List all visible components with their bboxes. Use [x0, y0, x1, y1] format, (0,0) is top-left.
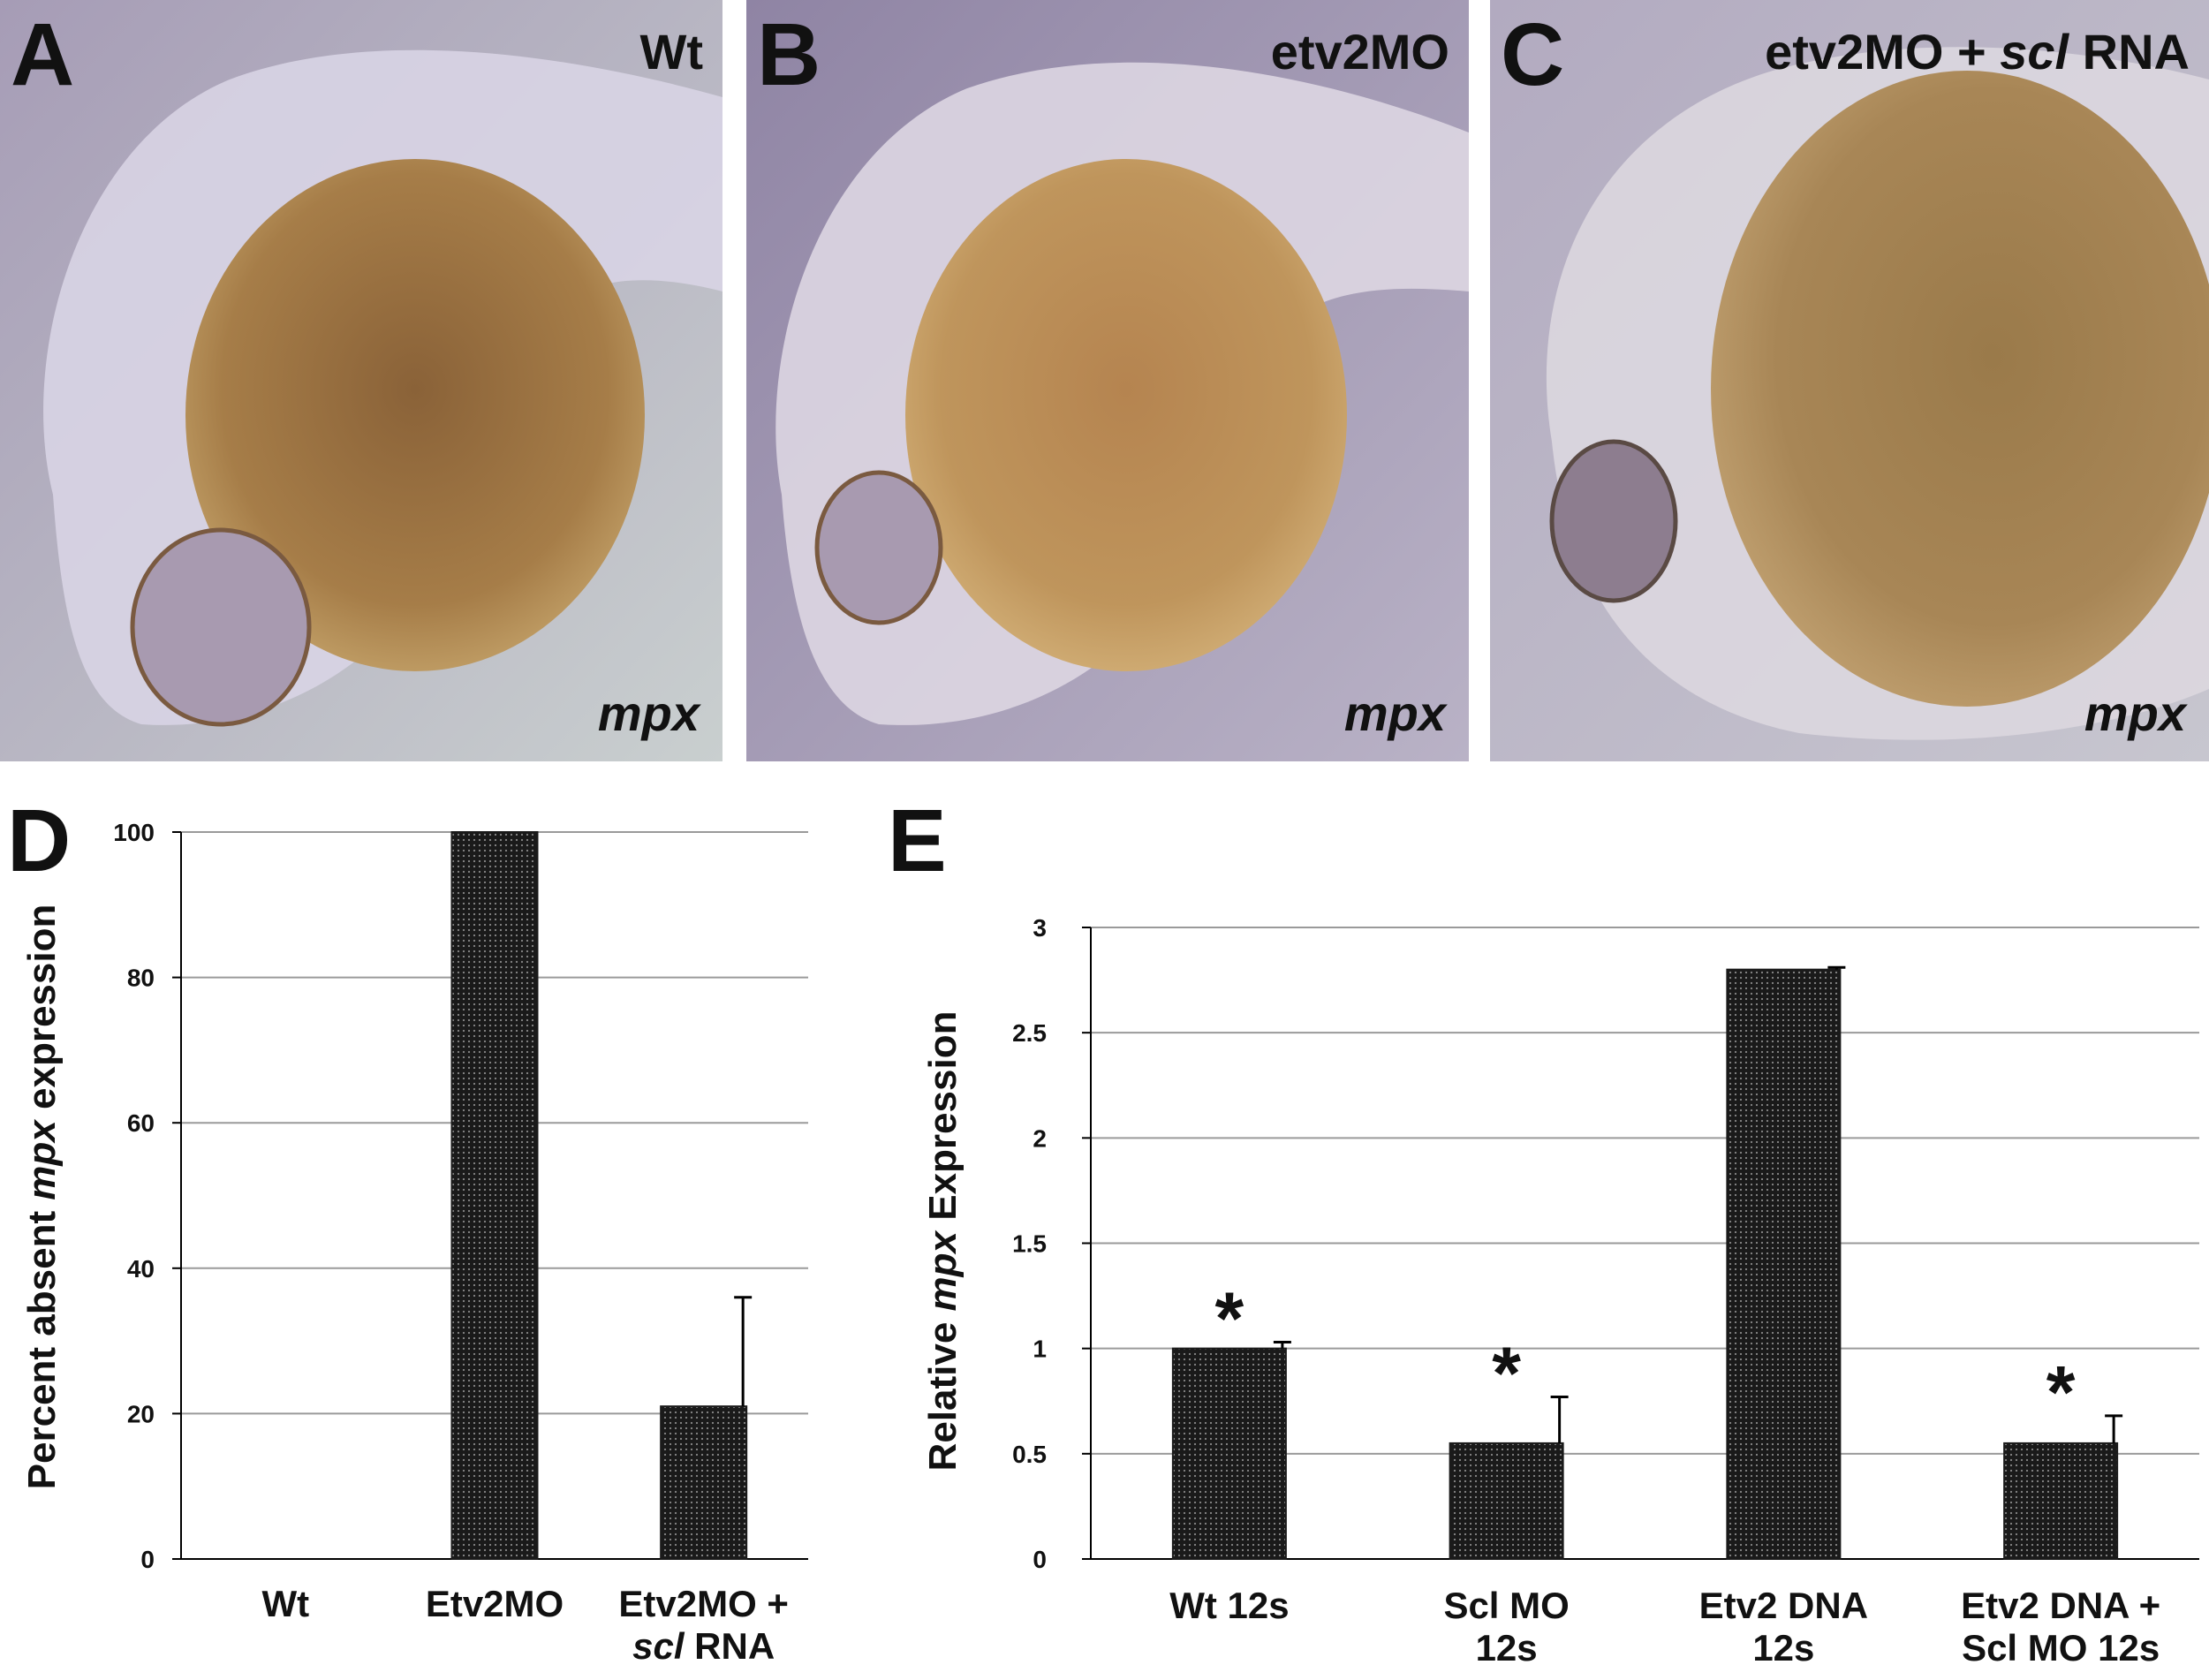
significance-star: * — [1215, 1277, 1244, 1360]
y-tick-label: 2.5 — [1012, 1019, 1047, 1047]
x-category-label: scl RNA — [632, 1625, 775, 1667]
x-category-label: Wt 12s — [1169, 1585, 1289, 1626]
embryo-a-image — [0, 0, 722, 761]
panel-b-photo: B etv2MO mpx — [746, 0, 1469, 761]
y-tick-label: 80 — [127, 965, 155, 992]
condition-c-prefix: etv2MO + — [1765, 24, 2001, 79]
bar — [660, 1405, 748, 1561]
x-category-label: Etv2MO + — [618, 1583, 789, 1624]
y-tick-label: 1 — [1033, 1336, 1047, 1363]
panel-letter-a: A — [11, 5, 75, 104]
condition-label-b: etv2MO — [1270, 24, 1449, 79]
y-tick-label: 20 — [127, 1400, 155, 1427]
embryo-b-image — [746, 0, 1469, 761]
y-tick-label: 100 — [113, 819, 155, 846]
x-category-label: Etv2 DNA + — [1961, 1585, 2160, 1626]
panel-letter-e: E — [888, 791, 947, 890]
y-axis-title: Relative mpx Expression — [921, 1011, 965, 1472]
bar — [1726, 968, 1842, 1560]
bar — [1171, 1347, 1287, 1560]
x-category-label: Etv2 DNA — [1699, 1585, 1868, 1626]
y-tick-label: 1.5 — [1012, 1230, 1047, 1258]
panel-c-photo: C etv2MO + scl RNA mpx — [1490, 0, 2209, 761]
bar — [2003, 1442, 2119, 1560]
y-tick-label: 3 — [1033, 914, 1047, 942]
condition-c-suffix: RNA — [2069, 24, 2190, 79]
x-category-label: Scl MO 12s — [1962, 1627, 2160, 1669]
x-category-label: Etv2MO — [426, 1583, 564, 1624]
bar — [1449, 1442, 1564, 1560]
condition-label-c: etv2MO + scl RNA — [1765, 23, 2190, 80]
significance-star: * — [2046, 1351, 2076, 1434]
y-tick-label: 0 — [1033, 1546, 1047, 1573]
x-category-label: 12s — [1752, 1627, 1814, 1669]
gene-label-a: mpx — [597, 685, 700, 741]
panel-a-photo: A Wt mpx — [0, 0, 722, 761]
condition-label-a: Wt — [639, 24, 703, 79]
y-axis-title: Percent absent mpx expression — [20, 904, 64, 1490]
y-tick-label: 40 — [127, 1255, 155, 1283]
y-tick-label: 0.5 — [1012, 1441, 1047, 1468]
panel-letter-b: B — [757, 5, 821, 104]
x-category-label: 12s — [1476, 1627, 1538, 1669]
bar — [450, 831, 539, 1560]
y-tick-label: 60 — [127, 1109, 155, 1137]
panel-letter-d: D — [7, 791, 72, 890]
panel-letter-c: C — [1501, 5, 1565, 104]
y-tick-label: 0 — [140, 1546, 155, 1573]
gene-label-b: mpx — [1343, 685, 1446, 741]
y-tick-label: 2 — [1033, 1124, 1047, 1152]
significance-star: * — [1492, 1331, 1521, 1414]
x-category-label: Scl MO — [1443, 1585, 1569, 1626]
condition-c-italic: scl — [2000, 24, 2069, 79]
embryo-c-image — [1490, 0, 2209, 761]
gene-label-c: mpx — [2084, 685, 2186, 741]
x-category-label: Wt — [262, 1583, 310, 1624]
